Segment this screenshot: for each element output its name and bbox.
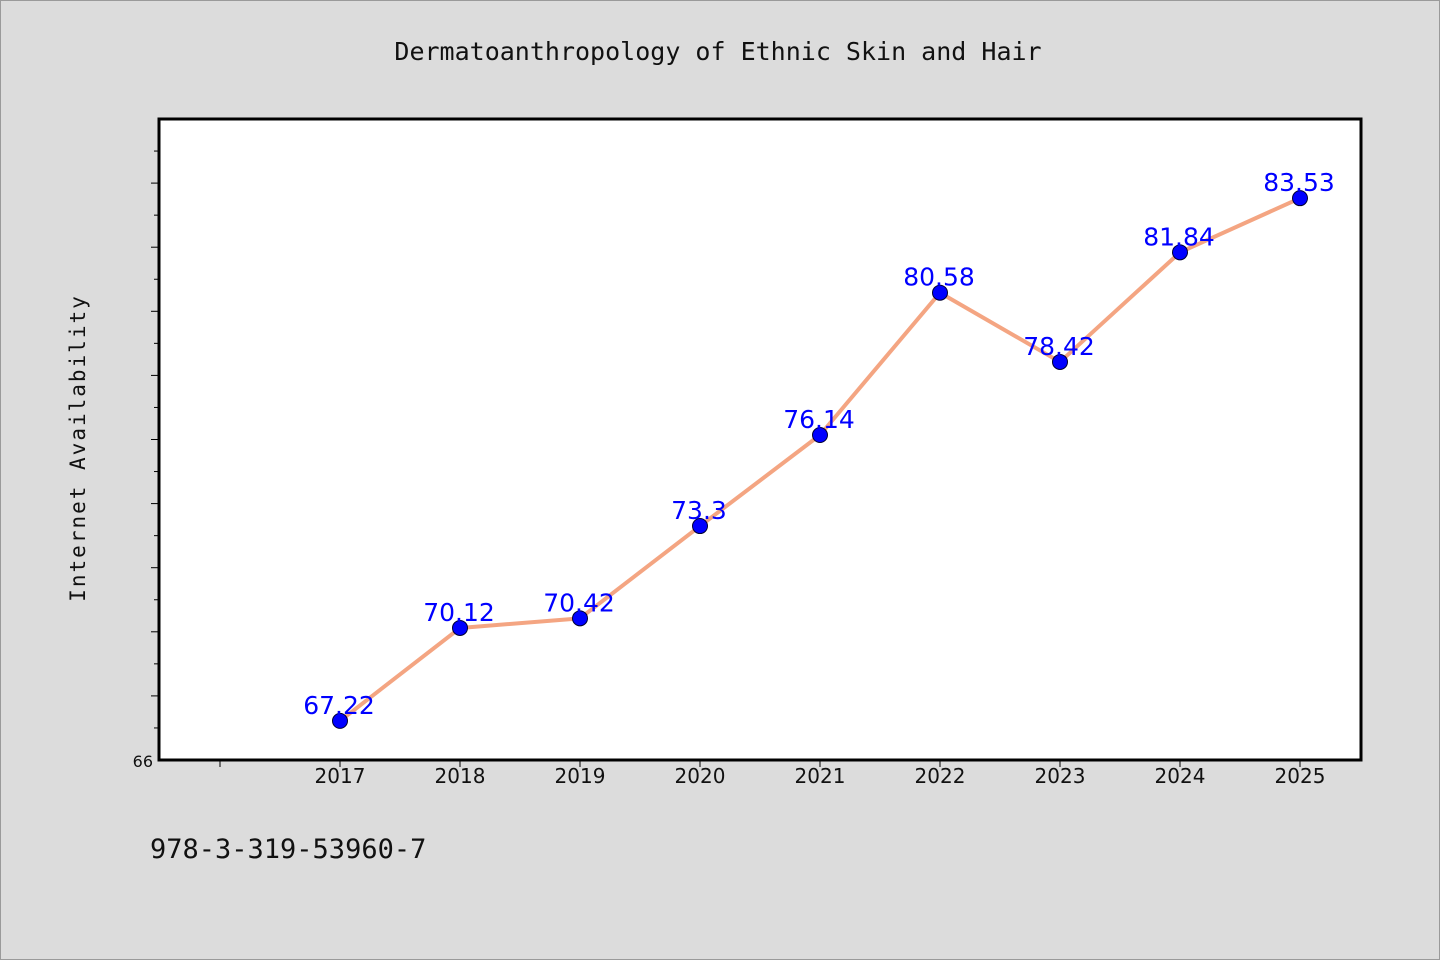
data-label: 78.42 — [1023, 332, 1095, 361]
data-label: 67.22 — [303, 691, 375, 720]
x-tick-label: 2019 — [555, 764, 606, 788]
plot-area — [157, 117, 1363, 762]
x-tick-label: 2022 — [915, 764, 966, 788]
x-tick-label: 2021 — [795, 764, 846, 788]
data-point — [332, 712, 348, 729]
data-labels-layer: 67.22 70.12 70.42 73.3 76.14 80.58 78.42 81.84 8… — [303, 168, 1335, 720]
data-point — [692, 518, 708, 535]
chart-title: Dermatoanthropology of Ethnic Skin and H… — [394, 37, 1041, 66]
x-tick-label: 2023 — [1035, 764, 1086, 788]
data-point — [932, 284, 948, 301]
x-tick-label: 2018 — [435, 764, 486, 788]
x-tick-label: 2017 — [315, 764, 366, 788]
data-label: 70.42 — [543, 588, 615, 617]
data-point — [812, 427, 828, 444]
data-point — [1052, 353, 1068, 370]
data-label: 83.53 — [1263, 168, 1335, 197]
x-axis-ticks: 2017 2018 2019 2020 2021 2022 2023 2024 2025 — [219, 760, 1326, 788]
data-label: 80.58 — [903, 263, 975, 292]
y-axis-ticks: 66 — [133, 150, 159, 771]
y-tick-label: 66 — [133, 752, 153, 771]
markers-layer — [332, 190, 1308, 729]
data-label: 81.84 — [1143, 222, 1215, 251]
data-label: 76.14 — [783, 405, 855, 434]
y-axis-label: Internet Availability — [66, 294, 90, 602]
data-label: 70.12 — [423, 598, 495, 627]
x-tick-label: 2020 — [675, 764, 726, 788]
x-tick-label: 2024 — [1155, 764, 1206, 788]
data-point — [452, 619, 468, 636]
data-point — [572, 610, 588, 627]
data-point — [1292, 190, 1308, 207]
data-label: 73.3 — [671, 496, 727, 525]
data-point — [1172, 244, 1188, 261]
footer-isbn: 978-3-319-53960-7 — [150, 834, 427, 865]
x-tick-label: 2025 — [1275, 764, 1326, 788]
